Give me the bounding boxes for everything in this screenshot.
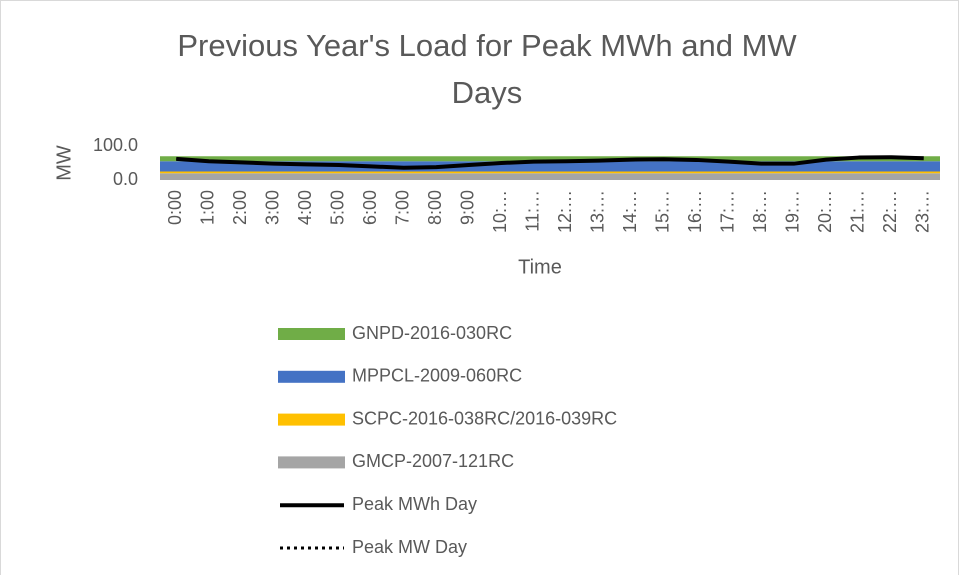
legend-label: MPPCL-2009-060RC	[352, 366, 522, 386]
x-tick-label: 20:…	[815, 190, 835, 233]
legend-label: Peak MWh Day	[352, 494, 477, 514]
x-tick-label: 9:00	[458, 190, 478, 225]
x-tick-label: 18:…	[750, 190, 770, 233]
x-tick-label: 8:00	[425, 190, 445, 225]
legend-swatch	[278, 370, 345, 383]
area	[160, 171, 940, 174]
x-tick-label: 23:…	[913, 190, 933, 233]
x-tick-label: 16:…	[685, 190, 705, 233]
legend-label: GNPD-2016-030RC	[352, 323, 512, 343]
x-tick-label: 19:…	[783, 190, 803, 233]
legend-swatch	[278, 456, 345, 469]
legend-label: GMCP-2007-121RC	[352, 451, 514, 471]
x-tick-label: 3:00	[263, 190, 283, 225]
area	[160, 173, 940, 180]
legend-label: Peak MW Day	[352, 537, 467, 557]
y-tick-label: 100.0	[93, 135, 138, 155]
chart-title: Days	[452, 75, 523, 110]
x-tick-label: 6:00	[360, 190, 380, 225]
x-axis-label: Time	[518, 256, 562, 278]
x-tick-label: 11:…	[523, 190, 543, 232]
x-tick-label: 22:…	[880, 190, 900, 233]
x-tick-label: 15:…	[653, 190, 673, 233]
x-tick-label: 21:…	[848, 190, 868, 233]
legend-swatch	[278, 413, 345, 426]
y-tick-label: 0.0	[113, 169, 138, 189]
x-tick-label: 13:…	[588, 190, 608, 233]
y-axis-label: MW	[53, 145, 75, 181]
legend-label: SCPC-2016-038RC/2016-039RC	[352, 408, 617, 428]
chart-title: Previous Year's Load for Peak MWh and MW	[177, 28, 797, 63]
area	[160, 156, 940, 162]
x-tick-label: 10:…	[490, 190, 510, 233]
line	[176, 155, 924, 170]
legend-swatch	[278, 328, 345, 340]
x-tick-label: 4:00	[295, 190, 315, 225]
x-tick-label: 12:…	[555, 190, 575, 233]
x-tick-label: 7:00	[393, 190, 413, 225]
x-tick-label: 14:…	[620, 190, 640, 233]
x-tick-label: 5:00	[328, 190, 348, 225]
x-tick-label: 2:00	[230, 190, 250, 225]
x-tick-label: 17:…	[718, 190, 738, 233]
x-tick-label: 1:00	[198, 190, 218, 225]
x-tick-label: 0:00	[165, 190, 185, 225]
